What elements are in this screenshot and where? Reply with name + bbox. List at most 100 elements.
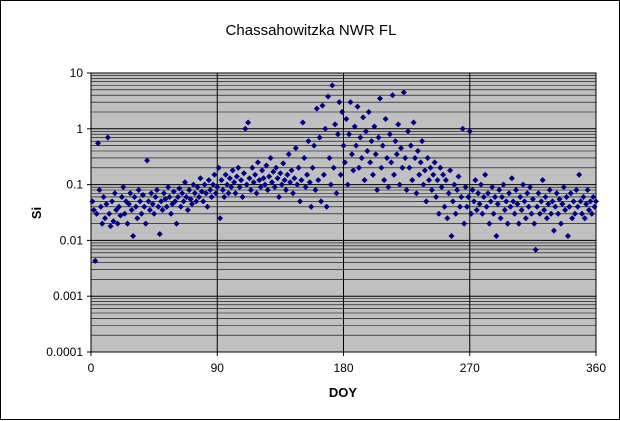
data-point [535, 190, 542, 197]
data-point [513, 187, 520, 194]
data-point [563, 193, 570, 200]
data-point [176, 185, 183, 192]
data-point [541, 207, 548, 214]
data-point [92, 257, 99, 264]
data-point [361, 177, 368, 184]
data-point [245, 119, 252, 126]
data-point [556, 196, 563, 203]
data-point [591, 203, 598, 210]
data-point [130, 232, 137, 239]
data-point [125, 200, 132, 207]
data-point [503, 198, 510, 205]
data-point [249, 164, 256, 171]
y-tick-label: 10 [70, 66, 84, 80]
data-point [256, 177, 263, 184]
data-point [487, 198, 494, 205]
data-point [190, 181, 197, 188]
data-point [414, 148, 421, 155]
data-point [264, 187, 271, 194]
data-point [456, 203, 463, 210]
data-point [417, 159, 424, 166]
data-point [155, 203, 162, 210]
x-tick-label: 360 [586, 361, 606, 375]
data-point [508, 175, 515, 182]
data-point [496, 187, 503, 194]
data-point [564, 232, 571, 239]
data-point [280, 160, 287, 167]
data-point [225, 190, 232, 197]
data-point [90, 207, 97, 214]
data-point [539, 177, 546, 184]
data-point [392, 138, 399, 145]
data-point [107, 223, 114, 230]
data-point [427, 164, 434, 171]
data-point [534, 203, 541, 210]
data-point [409, 177, 416, 184]
data-point [447, 167, 454, 174]
data-point [281, 177, 288, 184]
data-point [323, 203, 330, 210]
data-point [372, 151, 379, 158]
data-point [291, 175, 298, 182]
data-point [189, 200, 195, 207]
data-point [480, 193, 487, 200]
data-point [500, 181, 507, 188]
x-tick-label: 270 [460, 361, 480, 375]
data-point [173, 220, 180, 227]
data-point [152, 193, 159, 200]
data-point [165, 184, 172, 191]
data-point [196, 193, 203, 200]
data-point [433, 193, 440, 200]
data-point [132, 203, 139, 210]
data-point [260, 175, 267, 182]
data-point [215, 164, 222, 171]
data-point [257, 184, 264, 191]
data-point [315, 177, 322, 184]
data-point [287, 179, 294, 186]
data-point [458, 193, 465, 200]
data-point [226, 175, 233, 182]
data-point [514, 200, 521, 207]
data-point [562, 207, 569, 214]
data-point [318, 198, 325, 205]
data-point [181, 179, 188, 186]
data-point [246, 175, 253, 182]
data-point [552, 203, 559, 210]
data-point [580, 193, 587, 200]
data-point [284, 171, 291, 178]
data-point [484, 190, 491, 197]
data-point [334, 131, 341, 138]
data-point [270, 168, 277, 175]
data-point [151, 210, 158, 217]
data-point [138, 210, 145, 217]
data-point [118, 193, 125, 200]
data-point [302, 184, 309, 191]
data-point [309, 164, 316, 171]
data-point [483, 203, 490, 210]
data-point [128, 207, 135, 214]
data-point [292, 145, 299, 152]
data-point [301, 154, 308, 161]
data-point [201, 181, 208, 188]
data-point [312, 187, 319, 194]
data-point [174, 193, 181, 200]
data-point [275, 193, 282, 200]
data-point [527, 184, 534, 191]
data-point [468, 210, 475, 217]
data-point [186, 187, 193, 194]
data-point [354, 103, 361, 110]
data-point [267, 154, 274, 161]
data-point [145, 198, 152, 205]
data-point [494, 200, 501, 207]
data-point [239, 193, 246, 200]
data-point [218, 177, 225, 184]
data-point [139, 192, 146, 199]
data-point [365, 109, 372, 116]
data-point [507, 203, 514, 210]
data-point [504, 220, 511, 227]
y-tick-label: 0.001 [53, 289, 83, 303]
data-point [590, 193, 597, 200]
data-point [214, 184, 221, 191]
data-point [113, 207, 120, 214]
data-point [313, 105, 320, 112]
